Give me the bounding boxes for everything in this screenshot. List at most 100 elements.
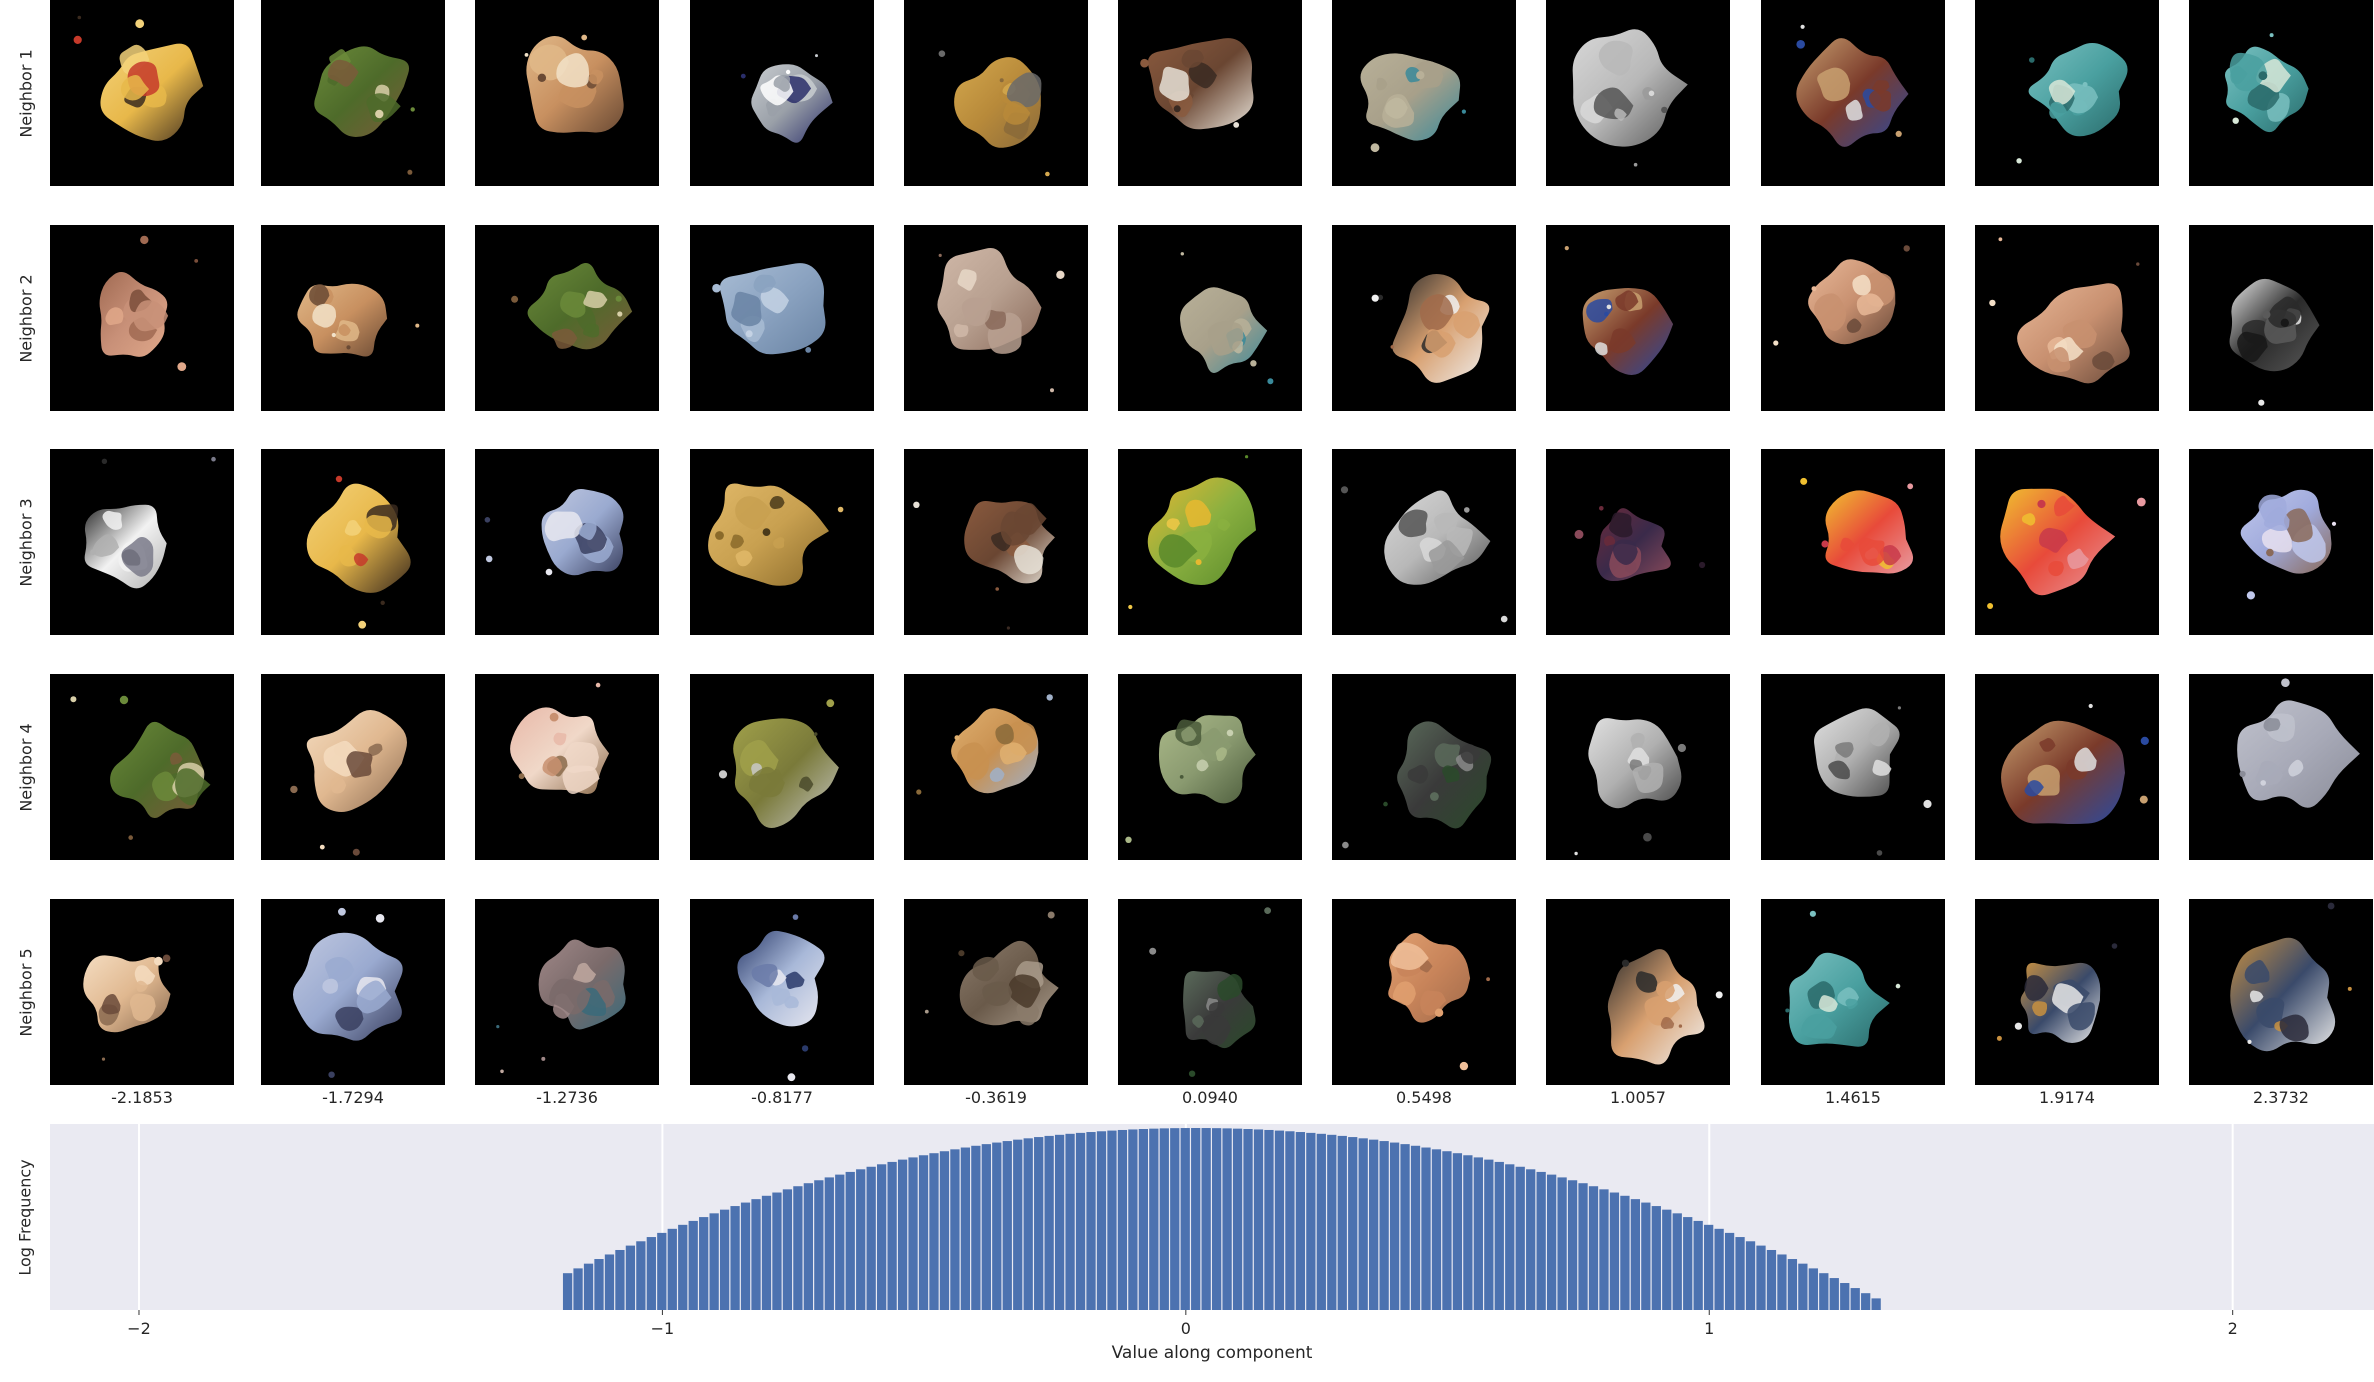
dark-building-patch [1149, 907, 1271, 1077]
row-label-text: Neighbor 3 [16, 497, 36, 587]
speaker-cart-patch [1607, 949, 1723, 1065]
neighbor-tile [1761, 674, 1945, 860]
neighbor-tile [1546, 225, 1730, 411]
histogram-bar [1630, 1199, 1641, 1310]
desert-patch [916, 694, 1053, 795]
histogram-bar [1567, 1180, 1578, 1310]
histogram-bar [615, 1249, 625, 1310]
histogram-bar [1389, 1142, 1400, 1310]
column-value-label: 1.9174 [2039, 1088, 2095, 1107]
histogram-bar [1536, 1171, 1546, 1310]
caterpillar-patch [511, 263, 633, 350]
histogram-bar [604, 1254, 615, 1310]
neighbor-tile [475, 899, 659, 1085]
histogram-bar [657, 1232, 667, 1310]
lavender-patch [2240, 489, 2337, 600]
histogram-bar [719, 1209, 730, 1310]
histogram-bar [1054, 1134, 1065, 1310]
histogram-bar [1369, 1139, 1379, 1310]
caterpillar-patch [314, 46, 415, 175]
histogram-bar [1107, 1130, 1117, 1310]
histogram-xlabel: Value along component [1111, 1343, 1313, 1363]
cow-pattern-patch [84, 456, 216, 589]
neighbor-tile [1975, 674, 2159, 860]
brown-lump-patch [1140, 38, 1254, 130]
tiger-face-patch [524, 34, 624, 133]
histogram-bar [1861, 1293, 1871, 1310]
teal-ceiling-patch [2224, 33, 2309, 133]
histogram-bar [1662, 1209, 1672, 1310]
neighbor-tile [1546, 449, 1730, 635]
neighbor-tile [50, 899, 234, 1085]
histogram-bar [1683, 1217, 1693, 1310]
neighbor-tile [475, 674, 659, 860]
neighbor-tile [475, 225, 659, 411]
histogram-bar [1829, 1278, 1839, 1310]
bw-machine-patch [1814, 706, 1932, 856]
histogram-bar [1546, 1174, 1557, 1310]
column-value-label: -0.8177 [751, 1088, 813, 1107]
histogram-bar [1306, 1132, 1316, 1310]
x-tick-label: 0 [1181, 1319, 1191, 1338]
colorful-cloth-patch [1800, 477, 1914, 574]
neighbor-tile [2189, 225, 2373, 411]
x-tick-label: 1 [1704, 1319, 1714, 1338]
histogram-bar [866, 1166, 876, 1310]
neighbor-tile [690, 674, 874, 860]
column-value-label: -0.3619 [965, 1088, 1027, 1107]
histogram-bar [1766, 1249, 1777, 1310]
histogram-bar [824, 1177, 834, 1310]
histogram-bar [960, 1147, 971, 1310]
histogram-bar [897, 1159, 908, 1310]
silver-horse-patch [292, 907, 403, 1078]
histogram-bar [1808, 1268, 1818, 1310]
histogram-bar [981, 1144, 991, 1310]
histogram-bar [646, 1237, 656, 1310]
histogram-bar [1484, 1159, 1494, 1310]
histogram-bar [709, 1213, 719, 1310]
histogram-bar [1327, 1134, 1337, 1310]
column-value-label: 2.3732 [2253, 1088, 2309, 1107]
beach-patch [1180, 252, 1274, 385]
metallic-blur-patch [496, 939, 626, 1074]
axolotl-patch [510, 682, 610, 795]
histogram-bar [1578, 1183, 1588, 1310]
row-label-neighbor-2: Neighbor 2 [6, 225, 46, 411]
histogram-bar [583, 1263, 594, 1310]
histogram-bar [636, 1241, 646, 1310]
histogram-bar [1128, 1129, 1138, 1310]
colorful-cloth-patch [1987, 488, 2146, 609]
column-value-label: -2.1853 [111, 1088, 173, 1107]
histogram-bar [1149, 1128, 1159, 1310]
histogram-bar [699, 1217, 709, 1310]
neighbor-tile [261, 674, 445, 860]
histogram-bar [1777, 1254, 1787, 1310]
leafy-patch [1125, 715, 1256, 843]
column-value-label: -1.7294 [322, 1088, 384, 1107]
neighbor-tile [690, 449, 874, 635]
silver-horse-patch [484, 488, 624, 576]
neighbor-tile [1332, 225, 1516, 411]
neighbor-tile [1332, 674, 1516, 860]
histogram-bar [1473, 1157, 1483, 1310]
shelf-people-patch [2230, 902, 2352, 1052]
neighbor-tile [904, 225, 1088, 411]
histogram-bar [1316, 1133, 1326, 1310]
neighbor-tile [1975, 0, 2159, 186]
neighbor-tile [2189, 449, 2373, 635]
histogram-bar [1044, 1135, 1054, 1310]
histogram-bar [1274, 1130, 1285, 1310]
histogram-bar [971, 1145, 981, 1310]
histogram-bar [573, 1268, 583, 1310]
neighbor-tile [904, 899, 1088, 1085]
neighbor-tile [1118, 899, 1302, 1085]
histogram-bar [1337, 1135, 1347, 1310]
histogram-bar [1023, 1138, 1033, 1310]
histogram-bar [803, 1183, 813, 1310]
window-mosaic-patch [740, 54, 833, 143]
neighbor-tile [1761, 899, 1945, 1085]
histogram-bar [1191, 1128, 1201, 1310]
neighbor-tile [1761, 225, 1945, 411]
histogram-bar [1442, 1151, 1452, 1310]
water-patch [712, 263, 826, 355]
